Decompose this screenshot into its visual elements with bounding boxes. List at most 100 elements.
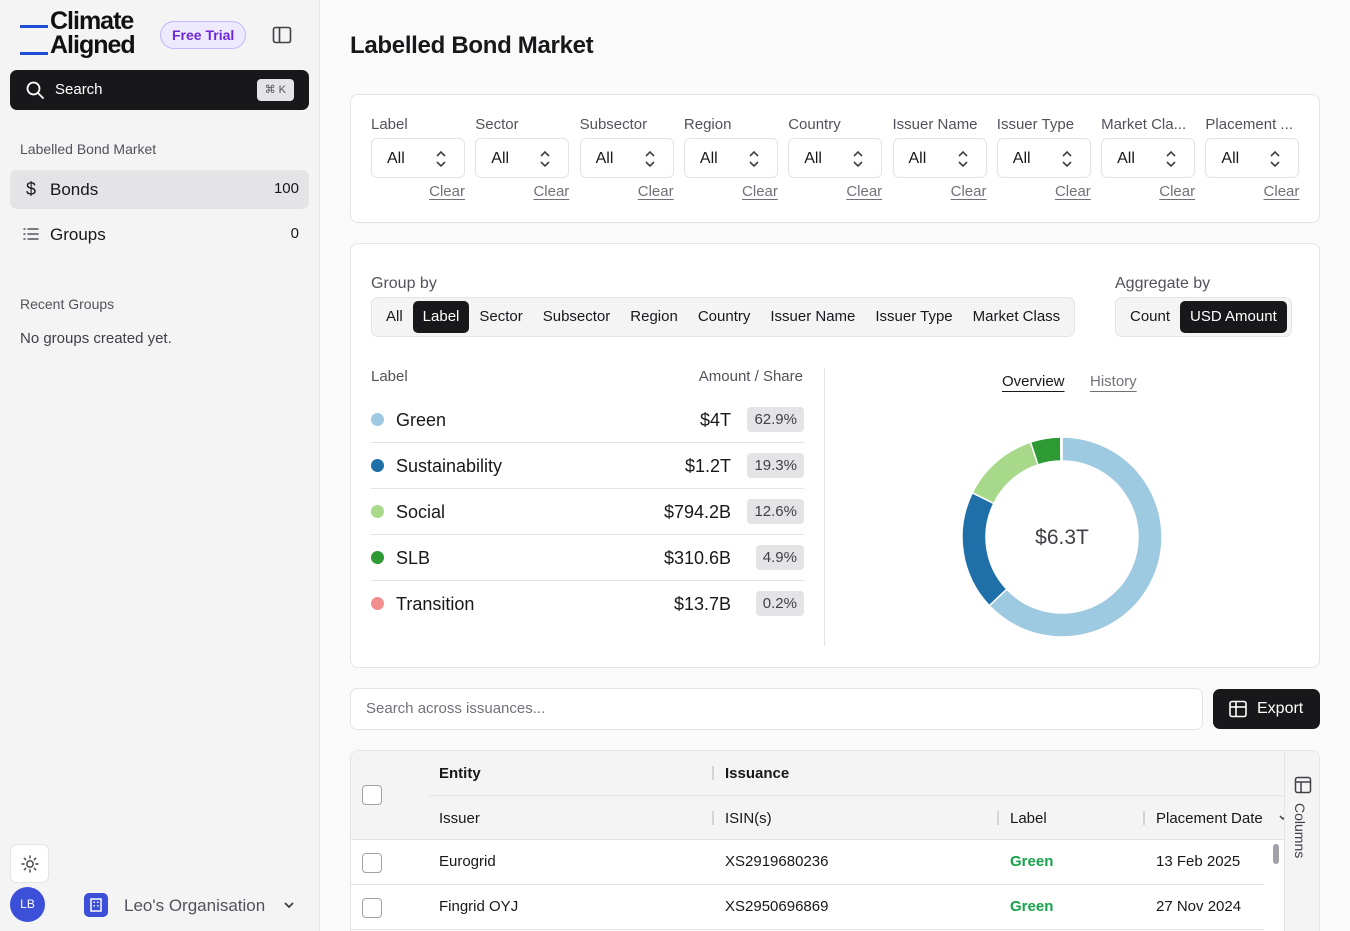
aggregate-by-segmented: Count USD Amount: [1115, 297, 1292, 337]
filter-clear-link[interactable]: Clear: [429, 183, 465, 200]
filter-value: All: [595, 150, 614, 167]
table-row[interactable]: Eurogrid XS2919680236 Green 13 Feb 2025: [351, 840, 1264, 885]
cell-isin[interactable]: XS2919680236: [725, 853, 829, 870]
breakdown-row[interactable]: Green $4T 62.9%: [371, 397, 804, 443]
aggregate-by-option-count[interactable]: Count: [1130, 308, 1171, 325]
sidebar-item-count: 100: [273, 180, 299, 197]
filter-clear-link[interactable]: Clear: [950, 183, 987, 200]
filter-clear-link[interactable]: Clear: [846, 183, 883, 200]
chevron-up-down-icon: [957, 150, 968, 168]
filter-label: Issuer Name: [892, 116, 978, 133]
group-by-option-subsector[interactable]: Subsector: [542, 308, 611, 325]
column-header-issuer[interactable]: Issuer: [439, 810, 480, 827]
tab-overview[interactable]: Overview: [1002, 373, 1065, 390]
label-share-donut-chart: $6.3T: [962, 437, 1162, 637]
filter-clear-link[interactable]: Clear: [637, 183, 674, 200]
sidebar-item-count: 0: [290, 225, 299, 242]
group-by-option-issuer-type[interactable]: Issuer Type: [875, 308, 953, 325]
group-by-option-region[interactable]: Region: [630, 308, 678, 325]
breakdown-share-badge: 12.6%: [747, 499, 804, 524]
breakdown-amount: $1.2T: [684, 456, 731, 476]
donut-slice-green[interactable]: [988, 437, 1162, 637]
climate-aligned-logo[interactable]: Climate Aligned: [20, 9, 146, 59]
filter-select[interactable]: All: [371, 138, 465, 178]
aggregate-by-option-usd-amount[interactable]: USD Amount: [1180, 301, 1287, 333]
table-scrollbar[interactable]: [1273, 844, 1279, 864]
divider: [824, 368, 825, 646]
group-by-option-issuer-name[interactable]: Issuer Name: [770, 308, 856, 325]
cell-label: Green: [1010, 898, 1054, 915]
filter-select[interactable]: All: [1205, 138, 1300, 178]
filter-clear-link[interactable]: Clear: [533, 183, 570, 200]
group-by-option-country[interactable]: Country: [697, 308, 751, 325]
row-checkbox[interactable]: [362, 853, 382, 873]
donut-slice-social[interactable]: [971, 441, 1039, 505]
columns-icon: [1294, 776, 1312, 794]
sidebar-toggle-icon[interactable]: [272, 25, 292, 45]
filter-select[interactable]: All: [475, 138, 570, 178]
filter-select[interactable]: All: [892, 138, 987, 178]
export-button[interactable]: Export: [1213, 689, 1320, 729]
column-resizer[interactable]: [1143, 811, 1145, 825]
sidebar-item-bonds[interactable]: $ Bonds 100: [10, 170, 309, 209]
filter-label: Label: [371, 116, 408, 133]
issuance-search[interactable]: [350, 688, 1203, 730]
filters-card: Label All Clear Sector All Clear Subsector All C…: [350, 94, 1320, 223]
filter-select[interactable]: All: [996, 138, 1091, 178]
group-header-issuance: Issuance: [725, 765, 790, 782]
column-header-label[interactable]: Label: [1010, 810, 1047, 827]
breakdown-row[interactable]: Social $794.2B 12.6%: [371, 489, 804, 535]
group-by-option-sector[interactable]: Sector: [479, 308, 523, 325]
sidebar-item-groups[interactable]: Groups 0: [10, 215, 309, 254]
export-label: Export: [1257, 700, 1304, 717]
recent-groups-empty: No groups created yet.: [20, 330, 172, 347]
column-header-isins[interactable]: ISIN(s): [725, 810, 772, 827]
donut-slice-transition[interactable]: [1059, 437, 1063, 462]
tab-history[interactable]: History: [1090, 373, 1137, 390]
columns-panel-toggle[interactable]: Columns: [1284, 751, 1319, 931]
breakdown-row[interactable]: Transition $13.7B 0.2%: [371, 581, 804, 627]
search-label: Search: [55, 81, 103, 98]
breakdown-row[interactable]: SLB $310.6B 4.9%: [371, 535, 804, 581]
cell-isin[interactable]: XS2950696869: [725, 898, 829, 915]
breakdown-label: Sustainability: [396, 456, 503, 476]
issuance-search-input[interactable]: [366, 700, 1166, 717]
filter-clear-link[interactable]: Clear: [1159, 183, 1196, 200]
table-row[interactable]: Fingrid OYJ XS2950696869 Green 27 Nov 2024: [351, 885, 1264, 930]
chevron-up-down-icon: [1270, 150, 1280, 168]
cell-placement-date: 13 Feb 2025: [1156, 853, 1241, 870]
group-by-option-label[interactable]: Label: [412, 301, 470, 333]
group-header-entity: Entity: [439, 765, 481, 782]
global-search-button[interactable]: Search ⌘ K: [10, 70, 309, 110]
group-by-option-all[interactable]: All: [386, 308, 403, 325]
filter-value: All: [491, 150, 510, 167]
group-by-option-market-class[interactable]: Market Class: [972, 308, 1061, 325]
filter-clear-link[interactable]: Clear: [1054, 183, 1091, 200]
column-resizer[interactable]: [712, 766, 714, 780]
filter-clear-link[interactable]: Clear: [742, 183, 778, 200]
column-resizer[interactable]: [712, 811, 714, 825]
filter-select[interactable]: All: [1101, 138, 1196, 178]
breakdown-row[interactable]: Sustainability $1.2T 19.3%: [371, 443, 804, 489]
filter-select[interactable]: All: [579, 138, 674, 178]
select-all-checkbox[interactable]: [362, 785, 382, 805]
header-divider: [429, 795, 1284, 796]
theme-toggle-button[interactable]: [10, 844, 49, 883]
filter-label: Subsector: [579, 116, 648, 133]
row-checkbox[interactable]: [362, 898, 382, 918]
organisation-switcher[interactable]: Leo's Organisation: [124, 896, 266, 915]
donut-center-total: $6.3T: [1035, 526, 1089, 549]
donut-slice-sustainability[interactable]: [962, 491, 1008, 607]
user-avatar[interactable]: LB: [10, 887, 45, 922]
filter-select[interactable]: All: [788, 138, 883, 178]
cell-label: Green: [1010, 853, 1054, 870]
filter-clear-link[interactable]: Clear: [1263, 183, 1300, 200]
chevron-up-down-icon: [749, 150, 759, 168]
filter-select[interactable]: All: [683, 138, 778, 178]
page-title: Labelled Bond Market: [350, 32, 594, 59]
column-header-placement-date[interactable]: Placement Date: [1156, 810, 1263, 827]
column-resizer[interactable]: [997, 811, 999, 825]
sidebar-item-label: Bonds: [50, 180, 99, 199]
chevron-down-icon[interactable]: [282, 898, 296, 912]
logo-bar: [20, 25, 48, 28]
